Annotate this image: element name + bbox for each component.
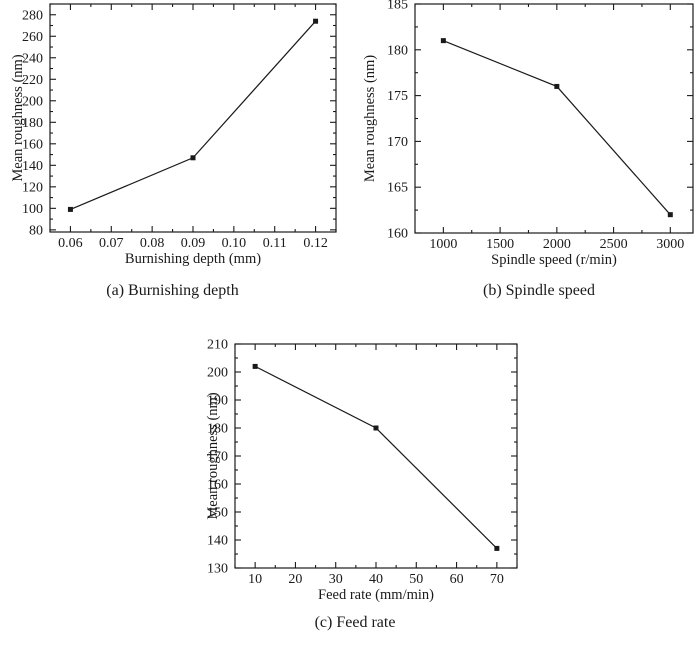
y-tick-label: 180: [22, 116, 43, 131]
y-tick-label: 190: [207, 394, 228, 409]
y-tick-label: 175: [387, 89, 408, 104]
data-point: [313, 18, 319, 24]
data-line: [70, 20, 317, 210]
x-tick-label: 70: [490, 572, 504, 587]
x-tick-label: 0.09: [181, 236, 206, 251]
data-point: [190, 155, 196, 161]
x-tick-label: 0.06: [58, 236, 83, 251]
caption-spindle-speed: (b) Spindle speed: [483, 282, 595, 299]
y-tick-label: 160: [207, 478, 228, 493]
y-tick-label: 180: [387, 43, 408, 58]
data-point: [67, 206, 73, 212]
x-tick-label: 2500: [600, 237, 628, 252]
data-points: [440, 38, 673, 218]
plot-border: [49, 3, 337, 233]
y-axis-title: Mean roughness (nm): [205, 392, 221, 519]
y-tick-label: 200: [207, 366, 228, 381]
y-tick-label: 210: [207, 338, 228, 353]
data-points: [67, 18, 319, 212]
y-tick-label: 170: [387, 135, 408, 150]
y-axis-title: Mean roughness (nm): [10, 54, 26, 181]
x-tick-label: 0.12: [303, 236, 328, 251]
chart-spindle-speed: 1000 1500 2000 2500 3000 160 165 170 175 180 185 Sp…: [362, 0, 694, 268]
x-tick-label: 30: [329, 572, 343, 587]
data-point: [440, 38, 446, 44]
tick-labels: 0.06 0.07 0.08 0.09 0.10 0.11 0.12 80 100 120 140 1…: [22, 8, 328, 251]
axis-ticks: [49, 3, 337, 232]
tick-labels: 10 20 30 40 50 60 70 130 140 150 160 170 180 190 200 21…: [207, 338, 504, 588]
y-tick-label: 160: [22, 137, 43, 152]
y-tick-label: 140: [22, 159, 43, 174]
data-point: [667, 212, 673, 218]
caption-feed-rate: (c) Feed rate: [314, 614, 396, 631]
data-line: [254, 365, 498, 549]
x-tick-label: 20: [288, 572, 302, 587]
x-tick-label: 40: [369, 572, 383, 587]
x-axis-title: Spindle speed (r/min): [491, 252, 617, 268]
y-tick-label: 80: [29, 223, 43, 238]
y-tick-label: 200: [22, 94, 43, 109]
y-tick-label: 160: [387, 227, 408, 242]
y-tick-label: 130: [207, 562, 228, 577]
tick-labels: 1000 1500 2000 2500 3000 160 165 170 175 180 185: [387, 0, 684, 252]
y-tick-label: 170: [207, 450, 228, 465]
y-tick-label: 165: [387, 181, 408, 196]
y-tick-label: 280: [22, 8, 43, 23]
axis-ticks: [234, 343, 518, 569]
data-point: [252, 363, 258, 369]
data-line: [443, 40, 671, 216]
x-tick-label: 50: [409, 572, 423, 587]
x-tick-label: 10: [248, 572, 262, 587]
x-axis-title: Feed rate (mm/min): [318, 587, 434, 603]
y-tick-label: 220: [22, 73, 43, 88]
chart-feed-rate: 10 20 30 40 50 60 70 130 140 150 160 170 180 190 200 21…: [205, 338, 518, 603]
data-point: [554, 83, 560, 89]
axis-ticks: [414, 3, 693, 234]
x-tick-label: 0.07: [99, 236, 124, 251]
x-tick-label: 1500: [486, 237, 514, 252]
data-point: [494, 545, 500, 551]
x-tick-label: 60: [450, 572, 464, 587]
x-tick-label: 1000: [429, 237, 457, 252]
y-tick-label: 120: [22, 180, 43, 195]
x-tick-label: 0.08: [140, 236, 165, 251]
y-tick-label: 100: [22, 202, 43, 217]
x-tick-label: 3000: [656, 237, 684, 252]
x-tick-label: 0.10: [222, 236, 247, 251]
y-tick-label: 185: [387, 0, 408, 13]
y-axis-title: Mean roughness (nm): [362, 55, 378, 182]
data-point: [373, 425, 379, 431]
y-tick-label: 140: [207, 534, 228, 549]
y-tick-label: 260: [22, 30, 43, 45]
chart-burnishing-depth: 0.06 0.07 0.08 0.09 0.10 0.11 0.12 80 100 120 140 1…: [10, 3, 337, 267]
y-tick-label: 150: [207, 506, 228, 521]
x-axis-title: Burnishing depth (mm): [125, 251, 261, 267]
y-tick-label: 180: [207, 422, 228, 437]
caption-burnishing-depth: (a) Burnishing depth: [106, 282, 239, 299]
data-points: [252, 363, 500, 551]
plot-border: [414, 3, 694, 234]
x-tick-label: 2000: [543, 237, 571, 252]
x-tick-label: 0.11: [263, 236, 287, 251]
y-tick-label: 240: [22, 51, 43, 66]
